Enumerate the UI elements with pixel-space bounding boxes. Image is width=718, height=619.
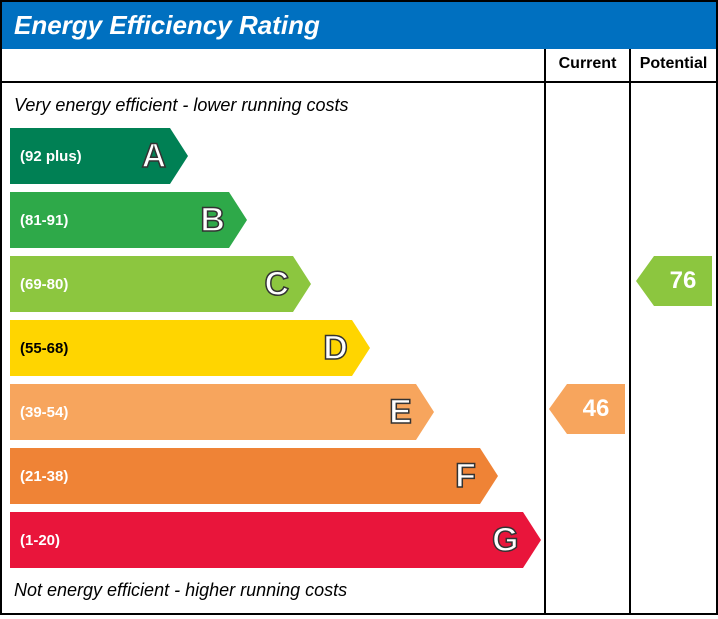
chart-title: Energy Efficiency Rating: [2, 2, 716, 49]
band-row-b: (81-91) B: [10, 192, 544, 248]
header-spacer: [2, 49, 546, 81]
band-letter: C: [264, 265, 289, 304]
band-range: (92 plus): [20, 148, 82, 165]
band-letter: A: [142, 137, 167, 176]
rating-pointer: 46: [567, 384, 625, 434]
header-row: Current Potential: [2, 49, 716, 83]
band-bar-f: (21-38) F: [10, 448, 480, 504]
chart-body: Very energy efficient - lower running co…: [2, 83, 716, 613]
band-range: (69-80): [20, 276, 68, 293]
band-bar-e: (39-54) E: [10, 384, 416, 440]
band-row-d: (55-68) D: [10, 320, 544, 376]
band-letter: D: [323, 329, 348, 368]
rating-value: 76: [654, 256, 712, 306]
bands-wrapper: (92 plus) A (81-91) B (69-80) C (55-68) D (39-54…: [10, 124, 544, 572]
header-potential: Potential: [631, 49, 716, 81]
band-row-e: (39-54) E: [10, 384, 544, 440]
band-range: (55-68): [20, 340, 68, 357]
band-letter: B: [200, 201, 225, 240]
bars-column: Very energy efficient - lower running co…: [2, 83, 546, 613]
band-bar-d: (55-68) D: [10, 320, 352, 376]
header-current: Current: [546, 49, 631, 81]
band-letter: E: [389, 393, 412, 432]
rating-value: 46: [567, 384, 625, 434]
band-letter: G: [492, 521, 518, 560]
band-bar-g: (1-20) G: [10, 512, 523, 568]
band-row-c: (69-80) C: [10, 256, 544, 312]
band-range: (39-54): [20, 404, 68, 421]
epc-chart: Energy Efficiency Rating Current Potenti…: [0, 0, 718, 615]
caption-top: Very energy efficient - lower running co…: [10, 91, 544, 124]
band-letter: F: [455, 457, 476, 496]
band-bar-a: (92 plus) A: [10, 128, 170, 184]
band-bar-c: (69-80) C: [10, 256, 293, 312]
current-column: 46: [546, 83, 631, 613]
caption-bottom: Not energy efficient - higher running co…: [10, 572, 544, 605]
band-range: (21-38): [20, 468, 68, 485]
band-row-f: (21-38) F: [10, 448, 544, 504]
rating-pointer: 76: [654, 256, 712, 306]
band-row-g: (1-20) G: [10, 512, 544, 568]
band-bar-b: (81-91) B: [10, 192, 229, 248]
band-range: (1-20): [20, 532, 60, 549]
potential-column: 76: [631, 83, 716, 613]
band-row-a: (92 plus) A: [10, 128, 544, 184]
band-range: (81-91): [20, 212, 68, 229]
